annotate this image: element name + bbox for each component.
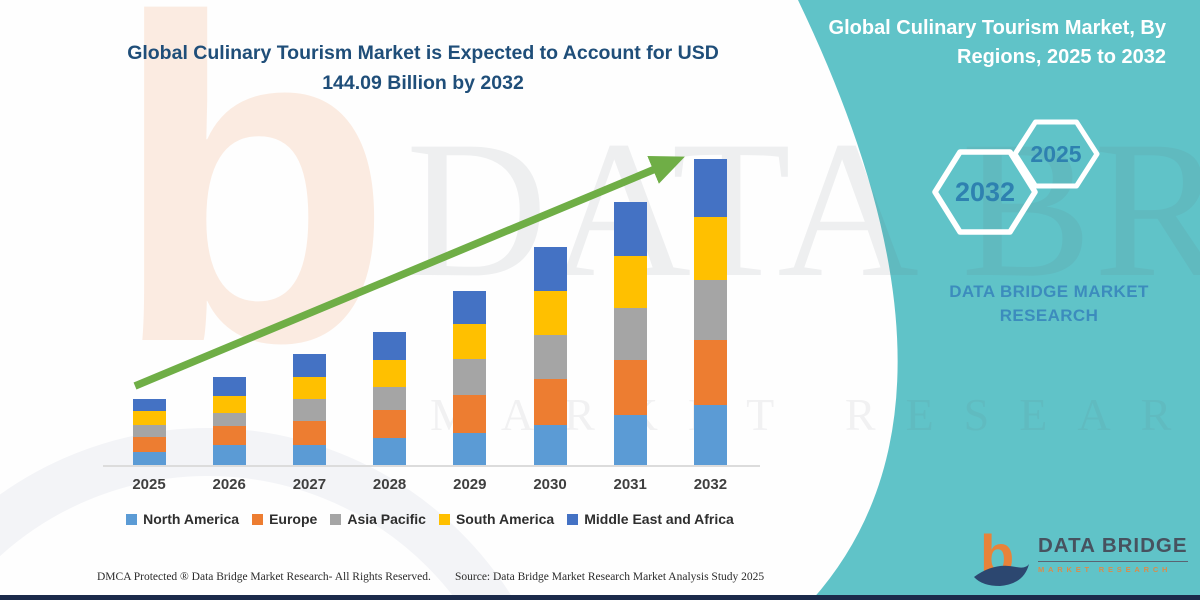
chart-title-line1: Global Culinary Tourism Market is Expect… <box>127 42 719 64</box>
segment-south-america-2025 <box>132 411 166 426</box>
segment-north-america-2026 <box>212 445 246 465</box>
segment-south-america-2031 <box>613 256 647 308</box>
x-axis-label-2028: 2028 <box>372 476 407 493</box>
x-axis-label-2027: 2027 <box>292 476 327 493</box>
bar-2032 <box>693 158 727 465</box>
segment-middle-east-and-africa-2027 <box>292 354 326 377</box>
bar-2031 <box>613 201 647 465</box>
segment-middle-east-and-africa-2028 <box>373 332 407 360</box>
side-panel-title-line2: Regions, 2025 to 2032 <box>957 46 1166 68</box>
x-axis-line <box>103 465 760 467</box>
segment-middle-east-and-africa-2029 <box>453 291 487 324</box>
legend-label: Asia Pacific <box>347 511 426 527</box>
segment-north-america-2025 <box>132 452 166 465</box>
bar-2026 <box>212 377 246 465</box>
segment-north-america-2030 <box>533 425 567 465</box>
legend-swatch-europe <box>252 513 264 525</box>
segment-middle-east-and-africa-2030 <box>533 247 567 291</box>
segment-europe-2028 <box>373 409 407 438</box>
footer-source-text: Source: Data Bridge Market Research Mark… <box>455 571 765 583</box>
segment-europe-2032 <box>693 340 727 406</box>
hexagon-badges: 2032 2025 <box>932 119 1100 235</box>
logo-title: DATA BRIDGE <box>1038 534 1188 562</box>
segment-south-america-2030 <box>533 290 567 336</box>
chart-legend: North America Europe Asia Pacific South Ame… <box>95 511 765 527</box>
x-axis-label-2025: 2025 <box>132 476 166 493</box>
hexagon-2032-label: 2032 <box>955 177 1015 207</box>
data-bridge-logo: b DATA BRIDGE MARKET RESEARCH <box>972 527 1190 589</box>
bar-2029 <box>453 291 487 465</box>
x-axis-label-2029: 2029 <box>453 476 487 493</box>
segment-europe-2031 <box>613 360 647 415</box>
x-axis-label-2026: 2026 <box>212 476 246 493</box>
segment-north-america-2029 <box>453 433 487 465</box>
x-axis-label-2032: 2032 <box>693 476 728 493</box>
side-panel-title-line1: Global Culinary Tourism Market, By <box>828 17 1166 39</box>
segment-north-america-2028 <box>373 437 407 465</box>
legend-item-north-america: North America <box>126 511 239 527</box>
legend-item-asia-pacific: Asia Pacific <box>330 511 426 527</box>
segment-asia-pacific-2026 <box>212 413 246 427</box>
hexagon-2025-label: 2025 <box>1030 141 1081 167</box>
segment-asia-pacific-2030 <box>533 335 567 379</box>
chart-title: Global Culinary Tourism Market is Expect… <box>108 38 738 98</box>
legend-item-europe: Europe <box>252 511 317 527</box>
segment-north-america-2031 <box>613 414 647 465</box>
segment-north-america-2027 <box>292 445 326 465</box>
legend-label: Middle East and Africa <box>584 511 734 527</box>
segment-south-america-2026 <box>212 395 246 414</box>
segment-europe-2025 <box>132 436 166 453</box>
segment-middle-east-and-africa-2032 <box>693 158 727 218</box>
legend-swatch-middle-east-and-africa <box>567 513 579 525</box>
legend-label: North America <box>143 511 240 527</box>
segment-asia-pacific-2032 <box>693 280 727 341</box>
segment-asia-pacific-2031 <box>613 307 647 361</box>
segment-asia-pacific-2027 <box>292 399 326 421</box>
legend-swatch-asia-pacific <box>330 513 342 525</box>
segment-south-america-2029 <box>453 323 487 360</box>
data-bridge-logo-icon: b <box>974 527 1029 586</box>
x-axis-label-2030: 2030 <box>533 476 567 493</box>
logo-subtitle: MARKET RESEARCH <box>1038 565 1172 574</box>
bottom-navy-bar <box>0 595 1200 600</box>
bar-2025 <box>132 399 166 465</box>
segment-middle-east-and-africa-2026 <box>212 377 246 396</box>
bar-2030 <box>533 247 567 465</box>
bar-2028 <box>373 332 407 465</box>
bar-2027 <box>292 354 326 465</box>
legend-item-middle-east-and-africa: Middle East and Africa <box>567 511 734 527</box>
segment-europe-2027 <box>292 421 326 445</box>
segment-south-america-2028 <box>373 359 407 388</box>
legend-swatch-north-america <box>126 513 138 525</box>
segment-europe-2030 <box>533 378 567 426</box>
segment-europe-2029 <box>453 394 487 434</box>
legend-item-south-america: South America <box>438 511 555 527</box>
side-panel-title: Global Culinary Tourism Market, By Regio… <box>796 14 1166 72</box>
segment-north-america-2032 <box>693 405 727 465</box>
hexagon-2032-outline <box>932 149 1038 235</box>
legend-swatch-south-america <box>438 513 450 525</box>
segment-asia-pacific-2028 <box>373 387 407 410</box>
segment-europe-2026 <box>212 426 246 446</box>
segment-middle-east-and-africa-2025 <box>132 399 166 412</box>
x-axis-label-2031: 2031 <box>613 476 647 493</box>
footer-dmca-text: DMCA Protected ® Data Bridge Market Rese… <box>97 571 431 583</box>
segment-asia-pacific-2029 <box>453 359 487 395</box>
segment-south-america-2027 <box>292 376 326 400</box>
hexagon-2025-outline <box>1012 119 1100 189</box>
chart-title-line2: 144.09 Billion by 2032 <box>322 72 524 95</box>
brand-caption: DATA BRIDGE MARKET RESEARCH <box>949 282 1149 325</box>
legend-label: South America <box>455 511 555 527</box>
segment-asia-pacific-2025 <box>132 425 166 437</box>
legend-label: Europe <box>269 511 318 527</box>
segment-south-america-2032 <box>693 217 727 281</box>
segment-middle-east-and-africa-2031 <box>613 201 647 257</box>
